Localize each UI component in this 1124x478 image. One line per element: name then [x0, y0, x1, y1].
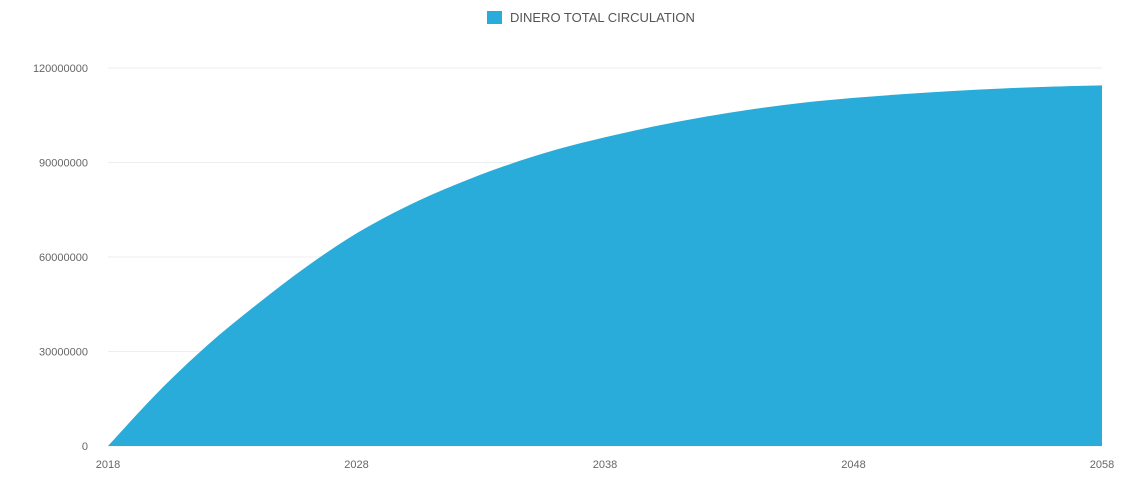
x-tick-label: 2018 — [96, 459, 120, 471]
y-tick-label: 120000000 — [33, 63, 88, 75]
legend-swatch — [487, 11, 502, 24]
x-axis-ticks: 2018 2028 2038 2048 2058 — [96, 459, 1114, 471]
y-tick-label: 90000000 — [39, 158, 88, 170]
x-tick-label: 2038 — [593, 459, 617, 471]
legend: DINERO TOTAL CIRCULATION — [487, 10, 695, 25]
x-tick-label: 2058 — [1090, 459, 1114, 471]
area-series-dinero-total-circulation — [108, 85, 1102, 446]
legend-label: DINERO TOTAL CIRCULATION — [510, 10, 695, 25]
series-area — [108, 85, 1102, 446]
y-tick-label: 60000000 — [39, 252, 88, 264]
y-tick-label: 0 — [82, 441, 88, 453]
x-tick-label: 2048 — [841, 459, 865, 471]
y-axis-ticks: 0 30000000 60000000 90000000 120000000 — [33, 63, 88, 453]
x-tick-label: 2028 — [344, 459, 368, 471]
y-tick-label: 30000000 — [39, 347, 88, 359]
